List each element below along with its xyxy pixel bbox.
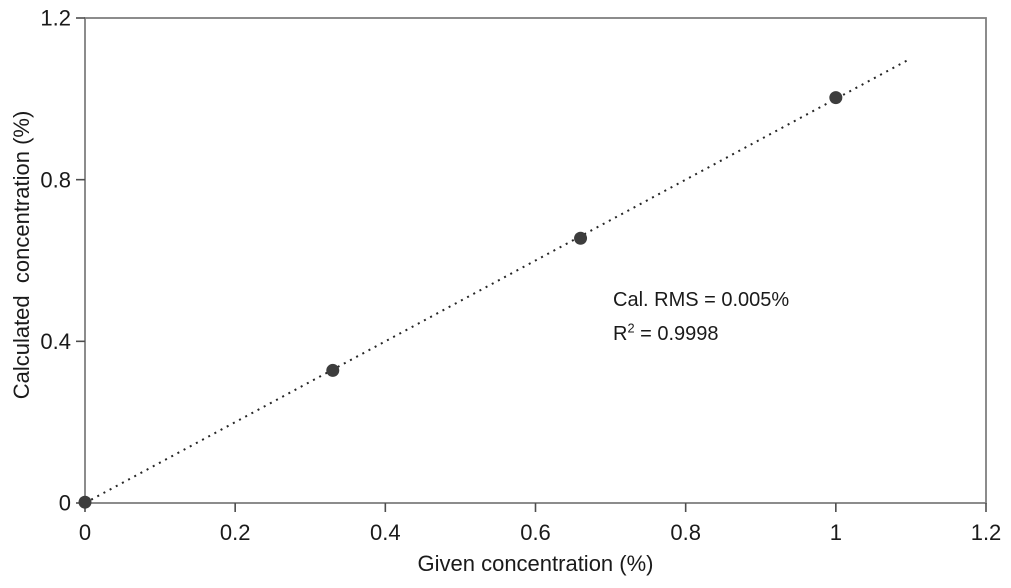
x-axis-tick-label: 1 [830,520,842,545]
x-axis-tick-label: 0.2 [220,520,251,545]
x-axis-tick-label: 0.4 [370,520,401,545]
x-axis-tick-label: 0 [79,520,91,545]
x-axis-tick-label: 0.6 [520,520,551,545]
y-axis-tick-label: 1.2 [40,6,71,31]
y-axis-tick-label: 0.8 [40,167,71,192]
annotation-rms: Cal. RMS = 0.005% [613,289,790,311]
data-point [78,495,92,509]
x-axis-title: Given concentration (%) [417,551,654,576]
y-axis-tick-label: 0.4 [40,329,71,354]
y-axis-tick-label: 0 [59,491,71,516]
annotation-r2-superscript: 2 [627,320,635,336]
data-point [574,231,588,245]
annotation-block: Cal. RMS = 0.005% R2 = 0.9998 [613,283,789,351]
annotation-r2-value: = 0.9998 [634,323,719,345]
data-point [326,363,340,377]
x-axis-tick-label: 0.8 [670,520,701,545]
annotation-r2: R2 = 0.9998 [613,317,789,351]
y-axis-title: Calculated concentration (%) [9,110,34,400]
annotation-r2-prefix: R [613,323,628,345]
x-axis-tick-label: 1.2 [971,520,1002,545]
data-point [829,91,843,105]
trendline [84,57,912,504]
